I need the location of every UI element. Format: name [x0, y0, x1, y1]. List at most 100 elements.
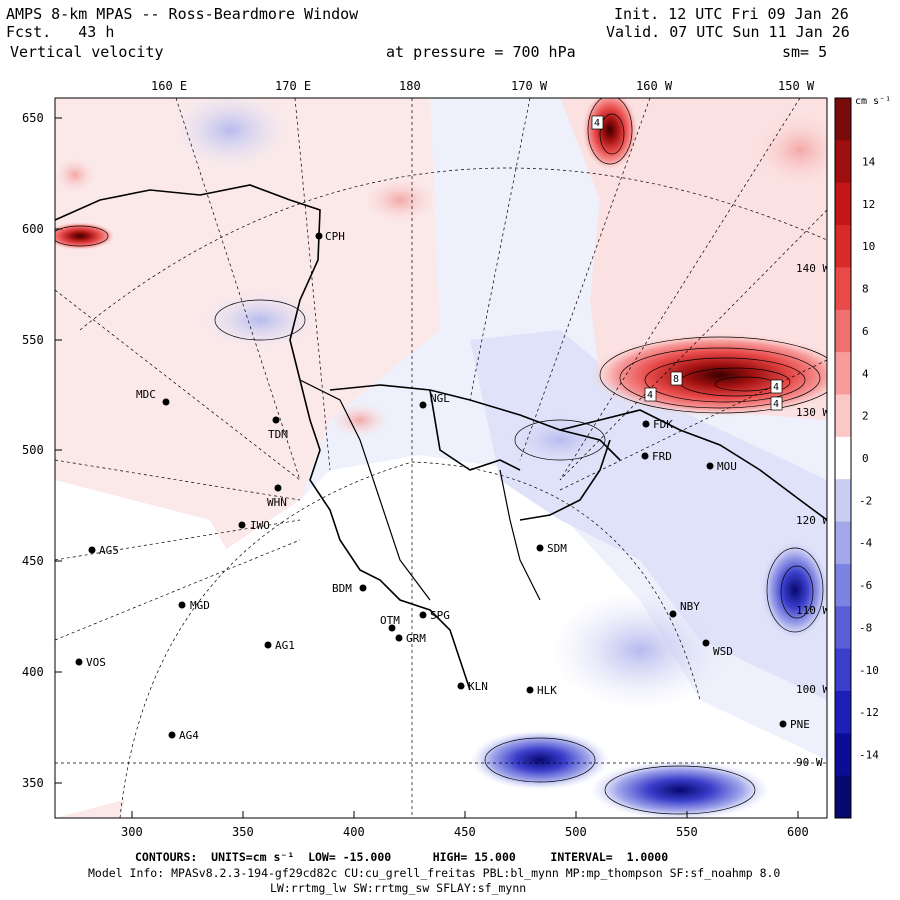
forecast-hour: Fcst. 43 h: [6, 23, 114, 41]
station-markers: [75, 232, 787, 739]
left-axis-label: 350: [22, 776, 44, 790]
map-title: AMPS 8-km MPAS -- Ross-Beardmore Window: [6, 5, 359, 23]
field-name: Vertical velocity: [10, 43, 164, 61]
top-axis-label: 170 E: [275, 79, 311, 93]
blue-patch-nw: [170, 98, 290, 170]
station-label: VOS: [86, 656, 106, 669]
colorbar-swatch: [835, 267, 851, 311]
top-axis-label: 160 W: [636, 79, 673, 93]
colorbar-tick-label: 6: [862, 325, 869, 338]
top-axis-label: 170 W: [511, 79, 548, 93]
colorbar-units: cm s⁻¹: [855, 96, 891, 107]
grounding-line: [299, 379, 541, 601]
colorbar-swatch: [835, 606, 851, 650]
colorbar-tick-label: 14: [862, 156, 876, 169]
colorbar-tick-label: -10: [859, 664, 879, 677]
colorbar: [834, 97, 852, 819]
coastline: [55, 184, 827, 691]
station-label: HLK: [537, 684, 557, 697]
colorbar-swatch: [835, 648, 851, 692]
colorbar-tick-label: 10: [862, 240, 875, 253]
downward-motion-east: [760, 540, 827, 640]
top-axis-label: 180: [399, 79, 421, 93]
lon-label: 110 W: [796, 604, 829, 617]
colorbar-tick-label: -12: [859, 706, 879, 719]
bottom-axis: 300 350 400 450 500 550 600: [121, 825, 809, 839]
colorbar-swatch: [835, 309, 851, 353]
lon-label: 130 W: [796, 406, 829, 419]
smoothing-value: sm= 5: [782, 43, 828, 61]
station-label: NGL: [430, 392, 450, 405]
left-axis-label: 650: [22, 111, 44, 125]
contour-label: 4: [773, 382, 779, 393]
colorbar-swatch: [835, 98, 851, 141]
top-axis-label: 160 E: [151, 79, 187, 93]
graticule: [55, 98, 827, 818]
pink-patch-north: [360, 175, 440, 225]
pressure-label: at pressure =: [386, 43, 504, 61]
colorbar-tick-label: 2: [862, 410, 869, 423]
upward-motion-north: [582, 98, 638, 170]
init-time: Init. 12 UTC Fri 09 Jan 26: [614, 5, 849, 23]
map-frame: [54, 97, 828, 819]
left-axis-ticks: [55, 117, 799, 818]
colorbar-tick-label: -6: [859, 579, 872, 592]
colorbar-ticks: 14 12 10 8 6 4 2 0 -2 -4 -6 -8 -10 -12 -14: [859, 156, 879, 762]
left-axis-label: 400: [22, 665, 44, 679]
bottom-axis-label: 550: [676, 825, 698, 839]
colorbar-tick-label: 0: [862, 452, 869, 465]
bottom-axis-label: 500: [565, 825, 587, 839]
colorbar-swatch: [835, 690, 851, 734]
contour-label-boxes: 4 8 4 4 4: [591, 115, 783, 411]
station-label: AG4: [179, 729, 199, 742]
pressure-level: at pressure = 700 hPa: [386, 43, 576, 61]
downward-motion-south: [470, 730, 610, 790]
station-label: BDM: [332, 582, 352, 595]
contour-label: 4: [773, 399, 779, 410]
lon-labels-east: 140 W 130 W 120 W 110 W 100 W 90 W: [796, 262, 829, 769]
colorbar-swatch: [835, 479, 851, 523]
station-label: FRD: [652, 450, 672, 463]
contour-info: CONTOURS: UNITS=cm s⁻¹ LOW= -15.000 HIGH…: [135, 850, 669, 864]
top-axis: 160 E 170 E 180 170 W 160 W 150 W: [151, 79, 815, 93]
station-label: NBY: [680, 600, 700, 613]
left-axis: 650 600 550 500 450 400 350: [22, 111, 44, 790]
colorbar-tick-label: 4: [862, 367, 869, 380]
pink-spot-nw: [55, 155, 97, 195]
model-info-2: LW:rrtmg_lw SW:rrtmg_sw SFLAY:sf_mynn: [270, 881, 527, 895]
downward-motion-se: [590, 760, 770, 818]
field-layer: CPH MDC TDM NGL FDK FRD MOU WHN IWO AG5 …: [55, 98, 829, 818]
colorbar-tick-label: 12: [862, 198, 875, 211]
colorbar-swatch: [835, 352, 851, 395]
station-label: KLN: [468, 680, 488, 693]
station-label: GRM: [406, 632, 426, 645]
station-label: WHN: [267, 496, 287, 509]
blue-patch-se: [550, 590, 730, 710]
bottom-axis-label: 450: [454, 825, 476, 839]
model-info: Model Info: MPASv8.2.3-194-gf29cd82c CU:…: [88, 866, 781, 880]
colorbar-swatch: [835, 733, 851, 777]
pink-spot-ne: [750, 110, 827, 190]
bottom-axis-label: 300: [121, 825, 143, 839]
colorbar-swatch: [835, 140, 851, 184]
lon-label: 90 W: [796, 756, 823, 769]
bottom-axis-label: 350: [232, 825, 254, 839]
lon-label: 140 W: [796, 262, 829, 275]
colorbar-swatch: [835, 436, 851, 480]
valid-time: Valid. 07 UTC Sun 11 Jan 26: [606, 23, 850, 41]
station-label: WSD: [713, 645, 733, 658]
colorbar-swatch: [835, 225, 851, 268]
bottom-axis-label: 400: [343, 825, 365, 839]
station-label: PNE: [790, 718, 810, 731]
station-label: FDK: [653, 418, 673, 431]
colorbar-swatch: [835, 563, 851, 607]
left-axis-label: 550: [22, 333, 44, 347]
fcst-label: Fcst.: [6, 23, 52, 41]
station-label: AG5: [99, 544, 119, 557]
top-axis-label: 150 W: [778, 79, 815, 93]
station-label: TDM: [268, 428, 288, 441]
blue-patch-west: [200, 290, 320, 350]
colorbar-frame: [834, 97, 852, 819]
pink-patch-center: [330, 402, 390, 438]
